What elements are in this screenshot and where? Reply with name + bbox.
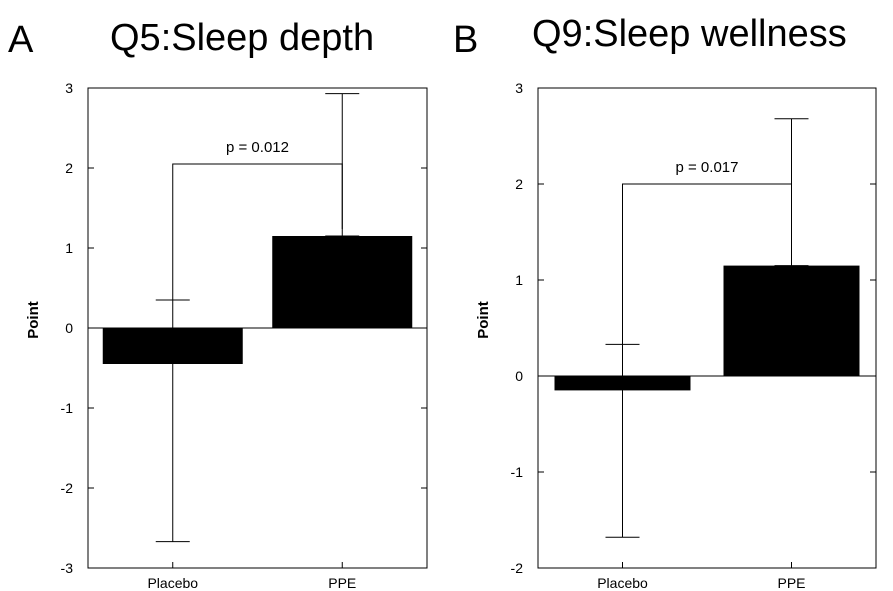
plot-frame-b [537, 87, 877, 569]
y-tick-label-b: -2 [511, 560, 524, 576]
chart-title-a: Q5:Sleep depth [110, 17, 374, 59]
panel-label-a: A [8, 19, 34, 61]
y-tick-label-a: 1 [65, 240, 73, 256]
bar-ppe-b [723, 265, 860, 376]
y-tick-label-b: 3 [515, 80, 523, 96]
y-tick-label-a: 3 [65, 80, 73, 96]
chart-panel-b: B Q9:Sleep wellness Point 3 2 1 0 -1 -2 Placeb… [453, 13, 877, 591]
y-tick-label-b: 2 [515, 176, 523, 192]
x-tick-label-ppe-b: PPE [777, 575, 805, 591]
significance-bracket-a [172, 163, 343, 300]
x-tick-label-placebo-b: Placebo [597, 575, 648, 591]
bar-ppe-a [272, 236, 413, 328]
significance-bracket-b [622, 183, 792, 345]
y-tick-label-b: 0 [515, 368, 523, 384]
p-value-annotation-a: p = 0.012 [226, 139, 289, 156]
chart-marks-b: 3 2 1 0 -1 -2 Placebo PPE p = 0.017 [511, 80, 876, 591]
y-axis-label-a: Point [25, 301, 42, 339]
y-tick-label-a: 2 [65, 160, 73, 176]
p-value-annotation-b: p = 0.017 [676, 159, 739, 176]
chart-marks-a: 3 2 1 0 -1 -2 -3 Placebo PPE p = 0.012 [61, 80, 427, 591]
x-tick-label-ppe-a: PPE [328, 575, 356, 591]
y-tick-label-a: -2 [61, 480, 74, 496]
panel-label-b: B [453, 19, 478, 61]
y-tick-label-a: -1 [61, 400, 74, 416]
y-tick-label-a: 0 [65, 320, 73, 336]
chart-title-b: Q9:Sleep wellness [532, 13, 847, 55]
y-axis-label-b: Point [475, 301, 492, 339]
y-tick-label-b: -1 [511, 464, 524, 480]
x-tick-label-placebo-a: Placebo [147, 575, 198, 591]
y-tick-label-a: -3 [61, 560, 74, 576]
chart-panel-a: A Q5:Sleep depth Point 3 2 1 0 -1 -2 -3 Placebo… [8, 17, 428, 591]
y-tick-label-b: 1 [515, 272, 523, 288]
